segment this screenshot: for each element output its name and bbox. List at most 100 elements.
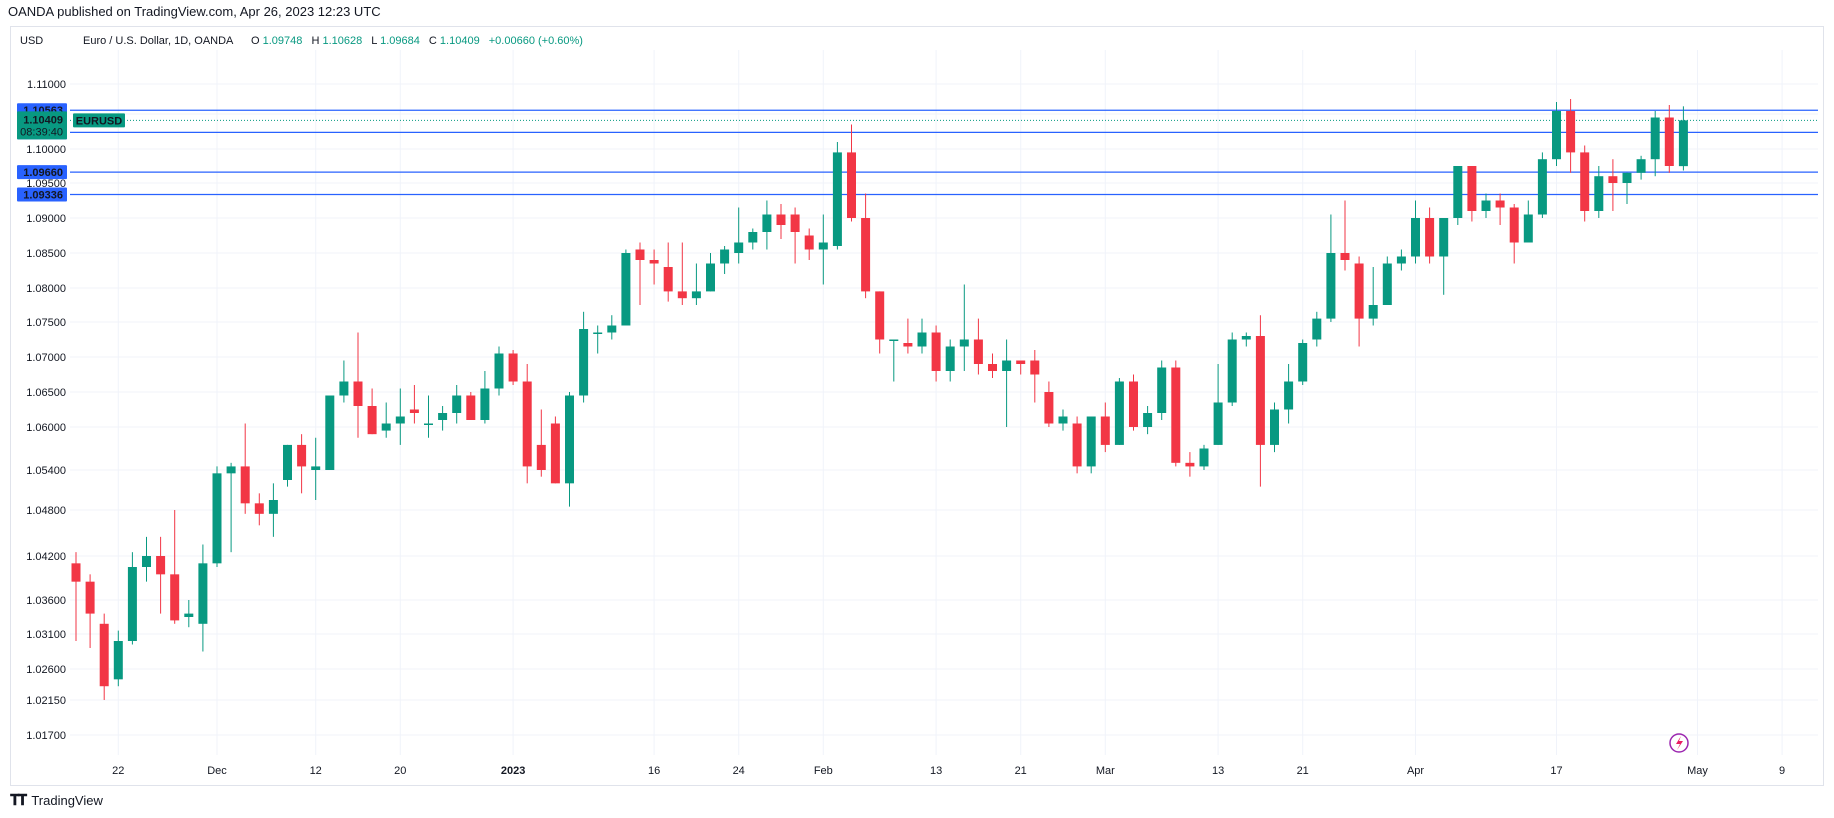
candle[interactable]: [311, 437, 321, 500]
candle[interactable]: [649, 249, 659, 285]
candle[interactable]: [170, 510, 180, 624]
candle[interactable]: [1171, 360, 1181, 467]
candle[interactable]: [945, 339, 955, 382]
candle[interactable]: [1114, 378, 1124, 445]
candle[interactable]: [254, 493, 264, 526]
candle[interactable]: [691, 263, 701, 306]
candle[interactable]: [1213, 364, 1223, 445]
lightning-icon[interactable]: [1669, 733, 1689, 753]
candle[interactable]: [1044, 381, 1054, 428]
candle[interactable]: [1495, 193, 1505, 226]
candle[interactable]: [861, 193, 871, 299]
candle[interactable]: [1354, 256, 1364, 347]
candle[interactable]: [635, 242, 645, 306]
candle[interactable]: [875, 291, 885, 354]
candle[interactable]: [367, 388, 377, 435]
candle[interactable]: [1382, 256, 1392, 306]
candle[interactable]: [1100, 402, 1110, 453]
candle[interactable]: [1439, 218, 1449, 295]
candle[interactable]: [1199, 444, 1209, 470]
candle[interactable]: [508, 350, 518, 385]
candle[interactable]: [931, 325, 941, 382]
candle[interactable]: [903, 318, 913, 354]
candle[interactable]: [381, 402, 391, 438]
candle[interactable]: [663, 242, 673, 302]
candle[interactable]: [1608, 159, 1618, 211]
candle[interactable]: [438, 406, 448, 431]
candle[interactable]: [579, 311, 589, 403]
candle[interactable]: [240, 423, 250, 514]
candle[interactable]: [1058, 409, 1068, 431]
candle[interactable]: [593, 325, 603, 354]
candle[interactable]: [847, 124, 856, 222]
candle[interactable]: [452, 385, 462, 424]
candle[interactable]: [804, 228, 814, 261]
candle[interactable]: [1340, 200, 1350, 271]
candle[interactable]: [212, 466, 222, 567]
candle[interactable]: [832, 142, 842, 250]
candle[interactable]: [113, 630, 123, 687]
candle[interactable]: [1523, 200, 1533, 243]
candle[interactable]: [734, 207, 744, 264]
candle[interactable]: [339, 360, 349, 403]
candle[interactable]: [1143, 406, 1153, 435]
candle[interactable]: [1227, 332, 1237, 407]
candle[interactable]: [1326, 214, 1336, 323]
candle[interactable]: [1255, 315, 1265, 487]
candle[interactable]: [1284, 364, 1294, 424]
candle[interactable]: [1411, 200, 1420, 264]
candle[interactable]: [71, 552, 81, 641]
candle[interactable]: [1072, 416, 1082, 474]
candle[interactable]: [1678, 106, 1688, 171]
candle[interactable]: [353, 332, 363, 438]
candle[interactable]: [156, 536, 166, 614]
candle[interactable]: [1537, 152, 1547, 218]
candle[interactable]: [268, 483, 278, 537]
candle[interactable]: [1425, 207, 1435, 264]
candle[interactable]: [127, 552, 137, 645]
candle[interactable]: [1396, 249, 1406, 271]
tradingview-logo-icon[interactable]: 𝐓𝐓: [10, 792, 27, 809]
candle[interactable]: [283, 444, 292, 487]
candle[interactable]: [1467, 166, 1477, 222]
candle[interactable]: [142, 536, 151, 582]
candle[interactable]: [1368, 267, 1378, 326]
candle[interactable]: [550, 416, 560, 484]
candle[interactable]: [959, 284, 969, 372]
candle[interactable]: [226, 462, 236, 553]
candle[interactable]: [85, 574, 95, 648]
candle[interactable]: [1566, 99, 1576, 173]
candle[interactable]: [621, 249, 631, 326]
candle[interactable]: [973, 318, 983, 375]
candle[interactable]: [1270, 402, 1279, 453]
candle[interactable]: [1481, 193, 1491, 219]
candle[interactable]: [1016, 360, 1026, 375]
candle[interactable]: [818, 214, 828, 285]
candle[interactable]: [748, 228, 758, 250]
candle[interactable]: [424, 395, 433, 438]
candle[interactable]: [466, 392, 476, 420]
candle[interactable]: [1157, 360, 1167, 421]
candle[interactable]: [917, 318, 927, 354]
candle[interactable]: [1129, 374, 1138, 431]
candle[interactable]: [395, 388, 405, 445]
candle[interactable]: [1636, 155, 1646, 180]
candle[interactable]: [522, 364, 532, 484]
candle[interactable]: [776, 204, 786, 239]
candle[interactable]: [325, 395, 335, 471]
candle[interactable]: [1002, 339, 1012, 428]
candle[interactable]: [1664, 105, 1674, 173]
candle[interactable]: [1580, 145, 1590, 222]
candle[interactable]: [1030, 350, 1040, 403]
candle[interactable]: [409, 385, 419, 424]
candle[interactable]: [790, 207, 800, 264]
candle[interactable]: [494, 346, 504, 396]
candle[interactable]: [677, 242, 687, 306]
candle[interactable]: [1086, 416, 1096, 474]
candle[interactable]: [1241, 332, 1251, 347]
candle[interactable]: [762, 200, 772, 250]
candle[interactable]: [1185, 452, 1195, 477]
candle[interactable]: [1594, 166, 1604, 218]
candle[interactable]: [297, 434, 307, 494]
